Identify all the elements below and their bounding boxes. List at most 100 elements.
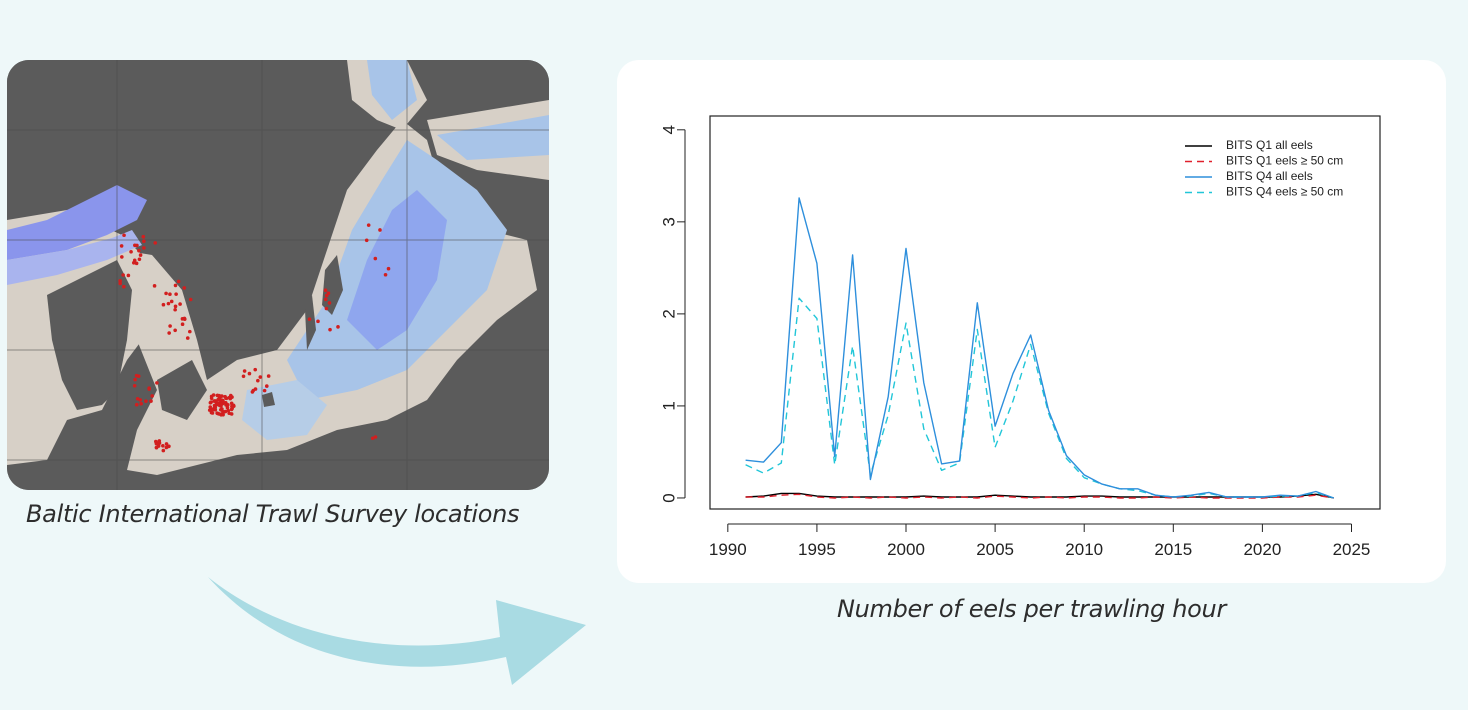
survey-point <box>217 412 221 416</box>
survey-point <box>225 405 230 410</box>
survey-point <box>154 441 159 446</box>
survey-point <box>168 292 172 297</box>
survey-point <box>216 397 220 402</box>
plot-frame <box>709 115 1381 510</box>
survey-point <box>137 257 142 262</box>
survey-point <box>173 328 177 333</box>
survey-point <box>176 279 181 284</box>
survey-point <box>161 444 165 448</box>
x-tick-label: 2010 <box>1065 540 1103 559</box>
survey-point <box>121 273 125 277</box>
y-tick-label: 1 <box>659 401 678 410</box>
skagerrak-deep <box>7 185 147 260</box>
survey-point <box>323 288 328 293</box>
survey-point <box>336 325 340 329</box>
y-tick-label: 2 <box>659 309 678 318</box>
oland <box>305 295 316 350</box>
survey-point <box>383 272 388 277</box>
y-axis: 0 1 2 3 4 <box>659 125 686 503</box>
survey-points <box>118 223 391 453</box>
survey-point <box>173 307 177 312</box>
survey-point <box>328 327 332 332</box>
survey-point <box>209 396 214 401</box>
survey-point <box>229 407 234 412</box>
survey-point <box>169 299 174 304</box>
survey-point <box>258 375 263 379</box>
survey-point <box>161 302 166 307</box>
map-card <box>7 60 549 490</box>
survey-point <box>324 293 329 298</box>
survey-point <box>167 331 171 335</box>
survey-point <box>250 390 255 394</box>
bothnia-mid <box>367 60 417 120</box>
survey-point <box>132 383 137 388</box>
survey-point <box>129 249 133 254</box>
curved-arrow-icon <box>208 577 586 685</box>
survey-point <box>122 233 126 238</box>
survey-point <box>144 399 148 403</box>
survey-point <box>217 393 222 398</box>
survey-point <box>373 256 378 261</box>
survey-point <box>142 239 146 243</box>
survey-point <box>224 396 229 401</box>
map-caption: Baltic International Trawl Survey locati… <box>26 500 520 528</box>
jutland <box>47 260 132 410</box>
survey-point <box>230 404 234 409</box>
series-line-3 <box>745 297 1334 499</box>
y-tick-label: 0 <box>659 493 678 502</box>
survey-point <box>139 401 143 406</box>
survey-point <box>316 319 320 324</box>
survey-point <box>364 238 369 243</box>
survey-point <box>223 409 228 414</box>
danish-islands <box>157 360 207 420</box>
survey-point <box>138 253 143 257</box>
survey-point <box>164 291 168 296</box>
survey-point <box>164 442 169 446</box>
survey-point <box>220 407 224 411</box>
survey-point <box>133 377 137 382</box>
survey-point <box>134 402 139 407</box>
survey-point <box>161 448 166 453</box>
survey-point <box>253 387 258 391</box>
x-tick-label: 2015 <box>1154 540 1192 559</box>
survey-point <box>386 266 391 271</box>
survey-point <box>324 306 329 311</box>
bornholm <box>262 392 275 407</box>
survey-point <box>126 273 131 278</box>
survey-point <box>208 405 213 409</box>
survey-point <box>134 373 139 378</box>
survey-point <box>120 255 124 259</box>
survey-point <box>208 400 213 405</box>
survey-point <box>155 381 159 385</box>
survey-point <box>167 444 171 449</box>
legend-label: BITS Q1 eels ≥ 50 cm <box>1226 154 1343 168</box>
x-tick-label: 2025 <box>1333 540 1371 559</box>
survey-point <box>174 292 178 296</box>
survey-point <box>173 304 178 309</box>
map-image <box>7 60 549 490</box>
survey-point <box>157 441 162 445</box>
survey-point <box>370 436 375 441</box>
baltic-deep <box>347 190 447 350</box>
legend-label: BITS Q4 all eels <box>1226 169 1313 183</box>
survey-point <box>373 435 378 439</box>
x-tick-label: 1995 <box>798 540 836 559</box>
y-tick-label: 3 <box>659 217 678 226</box>
survey-point <box>185 336 190 340</box>
survey-point <box>178 302 182 306</box>
survey-point <box>256 378 260 383</box>
survey-point <box>219 404 223 408</box>
survey-point <box>118 279 122 283</box>
survey-point <box>119 244 124 248</box>
survey-point <box>150 394 154 398</box>
survey-point <box>378 228 382 232</box>
survey-point <box>154 445 159 450</box>
survey-point <box>137 248 141 253</box>
survey-point <box>149 399 153 403</box>
survey-point <box>221 398 225 403</box>
survey-point <box>131 260 136 265</box>
survey-point <box>213 405 218 410</box>
skagerrak-mid <box>7 230 142 285</box>
survey-point <box>166 301 171 306</box>
survey-point <box>307 317 312 322</box>
